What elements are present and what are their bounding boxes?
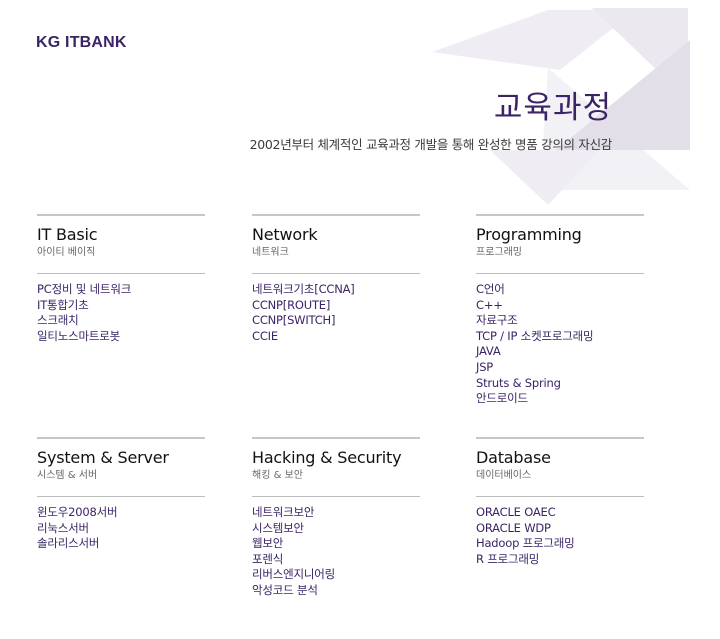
category-system-server: System & Server 시스템 & 서버 윈도우2008서버 리눅스서버… <box>37 437 205 552</box>
course-link[interactable]: PC정비 및 네트워크 <box>37 282 132 296</box>
course-link[interactable]: 스크래치 <box>37 313 79 328</box>
course-link[interactable]: 리눅스서버 <box>37 520 89 535</box>
category-it-basic: IT Basic 아이티 베이직 PC정비 및 네트워크 IT통합기초 스크래치… <box>37 214 205 344</box>
course-link[interactable]: 웹보안 <box>252 536 284 551</box>
course-list: 네트워크기초[CCNA] CCNP[ROUTE] CCNP[SWITCH] CC… <box>252 282 420 344</box>
course-list: C언어 C++ 자료구조 TCP / IP 소켓프로그래밍 JAVA JSP S… <box>476 282 644 407</box>
category-divider <box>476 496 644 497</box>
category-title: Programming <box>476 225 582 244</box>
page-title: 교육과정 <box>493 90 612 126</box>
course-link[interactable]: 안드로이드 <box>476 391 528 406</box>
brand-logo[interactable]: KG ITBANK <box>36 34 127 51</box>
course-link[interactable]: 악성코드 분석 <box>252 582 318 597</box>
course-link[interactable]: 자료구조 <box>476 313 518 328</box>
category-divider <box>476 273 644 274</box>
course-link[interactable]: CCNP[SWITCH] <box>252 313 336 328</box>
decorative-diamond-shapes <box>432 8 690 205</box>
category-divider <box>252 273 420 274</box>
category-divider <box>476 214 644 216</box>
course-link[interactable]: 윈도우2008서버 <box>37 505 118 519</box>
category-divider <box>476 437 644 439</box>
course-link[interactable]: C++ <box>476 297 503 312</box>
course-link[interactable]: TCP / IP 소켓프로그래밍 <box>476 328 594 343</box>
category-network: Network 네트워크 네트워크기초[CCNA] CCNP[ROUTE] CC… <box>252 214 420 344</box>
course-list: PC정비 및 네트워크 IT통합기초 스크래치 일티노스마트로봇 <box>37 282 205 344</box>
category-divider <box>252 214 420 216</box>
category-title: Hacking & Security <box>252 448 402 467</box>
category-divider <box>37 496 205 497</box>
category-subtitle: 네트워크 <box>252 247 289 258</box>
category-title: System & Server <box>37 448 169 467</box>
course-link[interactable]: JSP <box>476 359 494 374</box>
category-subtitle: 시스템 & 서버 <box>37 470 98 481</box>
course-link[interactable]: CCIE <box>252 328 278 343</box>
category-subtitle: 프로그래밍 <box>476 247 522 258</box>
course-list: ORACLE OAEC ORACLE WDP Hadoop 프로그래밍 R 프로… <box>476 505 644 567</box>
course-link[interactable]: 솔라리스서버 <box>37 536 100 551</box>
category-subtitle: 데이터베이스 <box>476 470 532 481</box>
category-database: Database 데이터베이스 ORACLE OAEC ORACLE WDP H… <box>476 437 644 567</box>
category-divider <box>37 273 205 274</box>
course-link[interactable]: R 프로그래밍 <box>476 551 540 566</box>
course-link[interactable]: 포렌식 <box>252 551 284 566</box>
course-link[interactable]: C언어 <box>476 282 505 296</box>
category-subtitle: 해킹 & 보안 <box>252 470 303 481</box>
course-list: 윈도우2008서버 리눅스서버 솔라리스서버 <box>37 505 205 552</box>
course-link[interactable]: 네트워크보안 <box>252 505 315 519</box>
course-link[interactable]: IT통합기초 <box>37 297 89 312</box>
course-link[interactable]: 네트워크기초[CCNA] <box>252 282 355 296</box>
category-title: Network <box>252 225 318 244</box>
course-link[interactable]: 리버스엔지니어링 <box>252 567 336 582</box>
course-link[interactable]: 일티노스마트로봇 <box>37 328 121 343</box>
category-divider <box>37 214 205 216</box>
course-link[interactable]: 시스템보안 <box>252 520 304 535</box>
category-programming: Programming 프로그래밍 C언어 C++ 자료구조 TCP / IP … <box>476 214 644 407</box>
category-title: Database <box>476 448 551 467</box>
course-link[interactable]: ORACLE WDP <box>476 520 551 535</box>
category-divider <box>252 437 420 439</box>
category-subtitle: 아이티 베이직 <box>37 247 96 258</box>
page-subtitle: 2002년부터 체계적인 교육과정 개발을 통해 완성한 명품 강의의 자신감 <box>249 137 613 152</box>
category-hacking-security: Hacking & Security 해킹 & 보안 네트워크보안 시스템보안 … <box>252 437 420 599</box>
category-divider <box>37 437 205 439</box>
category-title: IT Basic <box>37 225 98 244</box>
course-link[interactable]: JAVA <box>476 344 501 359</box>
course-link[interactable]: ORACLE OAEC <box>476 505 556 519</box>
category-divider <box>252 496 420 497</box>
course-link[interactable]: Struts & Spring <box>476 375 561 390</box>
course-link[interactable]: CCNP[ROUTE] <box>252 297 331 312</box>
course-list: 네트워크보안 시스템보안 웹보안 포렌식 리버스엔지니어링 악성코드 분석 <box>252 505 420 599</box>
course-link[interactable]: Hadoop 프로그래밍 <box>476 536 575 551</box>
